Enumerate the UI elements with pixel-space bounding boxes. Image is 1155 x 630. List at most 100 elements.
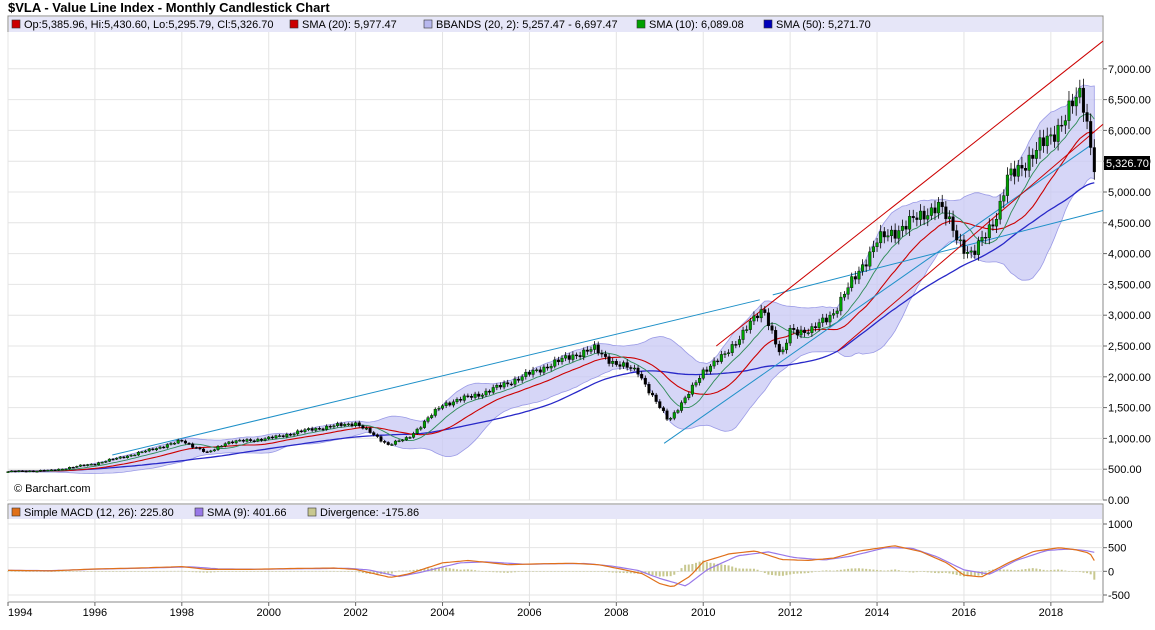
candle-body xyxy=(879,231,883,244)
time-tick-label: 2010 xyxy=(691,607,715,619)
legend-label-ohlc: Op:5,385.96, Hi:5,430.60, Lo:5,295.79, C… xyxy=(24,19,274,31)
legend-label-sma20: SMA (20): 5,977.47 xyxy=(302,19,397,31)
time-tick-label: 2006 xyxy=(517,607,541,619)
divergence-bar xyxy=(336,571,339,572)
divergence-bar xyxy=(955,571,958,575)
divergence-bar xyxy=(329,570,332,572)
candle-body xyxy=(212,449,216,452)
divergence-bar xyxy=(680,568,683,572)
divergence-bar xyxy=(191,571,194,573)
candle-body xyxy=(484,390,488,396)
divergence-bar xyxy=(691,563,694,572)
candle-body xyxy=(900,225,904,231)
sma50-line xyxy=(7,182,1095,473)
candle-body xyxy=(915,217,919,220)
divergence-bar xyxy=(151,571,154,572)
time-tick-label: 2012 xyxy=(778,607,802,619)
divergence-bar xyxy=(503,571,506,573)
divergence-bar xyxy=(83,571,86,572)
divergence-bar xyxy=(242,571,245,572)
divergence-bar xyxy=(894,569,897,572)
candle-body xyxy=(198,447,202,450)
divergence-bar xyxy=(325,570,328,572)
divergence-bar xyxy=(427,568,430,572)
candle-body xyxy=(1016,165,1020,177)
divergence-bar xyxy=(1013,570,1016,572)
candle-body xyxy=(625,362,629,368)
divergence-bar xyxy=(383,571,386,575)
price-tick-label: 1,500.00 xyxy=(1108,403,1151,415)
divergence-bar xyxy=(1038,569,1041,572)
divergence-bar xyxy=(1002,569,1005,572)
time-tick-label: 2008 xyxy=(604,607,628,619)
divergence-bar xyxy=(46,571,49,572)
divergence-bar xyxy=(814,571,817,572)
divergence-bar xyxy=(666,571,669,577)
trendline xyxy=(715,40,1104,347)
candle-body xyxy=(1009,168,1013,176)
candle-body xyxy=(766,312,770,327)
candle-body xyxy=(459,398,463,401)
divergence-bar xyxy=(926,571,929,573)
divergence-bar xyxy=(17,571,20,572)
price-tick-label: 2,500.00 xyxy=(1108,341,1151,353)
divergence-bar xyxy=(669,571,672,577)
divergence-bar xyxy=(140,571,143,572)
candle-body xyxy=(386,442,390,445)
candle-body xyxy=(962,239,966,254)
divergence-bar xyxy=(778,571,781,576)
divergence-bar xyxy=(716,563,719,572)
divergence-bar xyxy=(1060,569,1063,572)
divergence-bar xyxy=(988,570,991,572)
candle-body xyxy=(35,471,39,473)
divergence-bar xyxy=(977,571,980,576)
divergence-bar xyxy=(318,570,321,572)
candle-body xyxy=(46,469,50,472)
candle-body xyxy=(832,313,836,316)
divergence-bar xyxy=(553,571,556,572)
time-axis: 1994 1996 1998 2000 2002 2004 2006 2008 2010 2012… xyxy=(7,602,1063,619)
candle-body xyxy=(1074,96,1078,107)
time-tick-label: 2016 xyxy=(952,607,976,619)
divergence-bar xyxy=(245,571,248,572)
candle-body xyxy=(998,200,1002,220)
divergence-bar xyxy=(64,571,67,572)
candle-body xyxy=(1085,112,1089,122)
divergence-bar xyxy=(789,571,792,575)
candle-body xyxy=(618,364,622,367)
candle-body xyxy=(850,276,854,288)
candle-body xyxy=(531,369,535,375)
divergence-bar xyxy=(847,568,850,572)
candle-body xyxy=(82,464,86,467)
divergence-bar xyxy=(962,571,965,577)
candle-body xyxy=(828,314,832,323)
divergence-bar xyxy=(285,570,288,572)
candle-body xyxy=(788,328,792,344)
divergence-bar xyxy=(1046,570,1049,572)
divergence-bar xyxy=(231,571,234,572)
divergence-bar xyxy=(800,571,803,574)
candle-body xyxy=(321,428,325,431)
candle-body xyxy=(806,332,810,334)
candle-body xyxy=(578,355,582,358)
candle-body xyxy=(756,315,760,319)
divergence-bar xyxy=(412,569,415,572)
divergence-bar xyxy=(177,570,180,572)
candle-body xyxy=(868,251,872,267)
divergence-bar xyxy=(568,571,571,572)
candle-body xyxy=(17,470,21,472)
candle-body xyxy=(672,412,676,419)
candle-body xyxy=(93,463,97,466)
divergence-bar xyxy=(720,564,723,572)
candle-body xyxy=(191,443,195,448)
divergence-bar xyxy=(510,571,513,573)
trendlines xyxy=(112,40,1104,456)
divergence-bar xyxy=(202,571,205,573)
candle-body xyxy=(368,427,372,433)
candle-body xyxy=(433,408,437,416)
price-tick-label: 2,000.00 xyxy=(1108,372,1151,384)
candle-body xyxy=(933,207,937,214)
candle-body xyxy=(104,461,108,463)
divergence-bar xyxy=(108,571,111,572)
divergence-bar xyxy=(796,571,799,574)
